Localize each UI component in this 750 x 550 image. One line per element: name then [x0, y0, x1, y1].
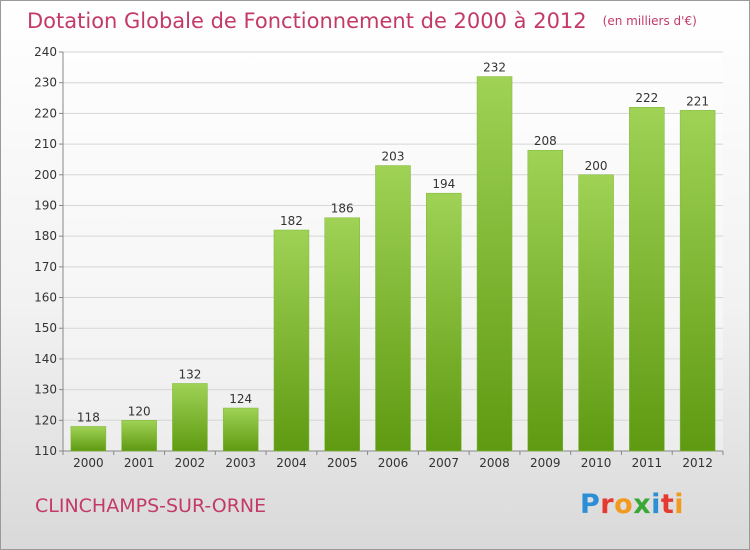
- x-tick-label: 2005: [327, 456, 358, 470]
- x-tick-label: 2010: [581, 456, 612, 470]
- commune-name: CLINCHAMPS-SUR-ORNE: [35, 495, 267, 517]
- y-tick-label: 120: [34, 413, 57, 427]
- y-tick-label: 220: [34, 106, 57, 120]
- y-tick-label: 140: [34, 352, 57, 366]
- title-text: Dotation Globale de Fonctionnement de 20…: [27, 9, 587, 33]
- logo-letter: i: [674, 489, 685, 520]
- y-tick-label: 240: [34, 45, 57, 59]
- x-tick-label: 2000: [73, 456, 104, 470]
- data-label: 186: [331, 202, 354, 216]
- x-tick-label: 2012: [682, 456, 713, 470]
- data-labels: 118 120 132 124 182 186 203 194 232 208 200 222 221: [77, 61, 709, 425]
- y-tick-label: 180: [34, 229, 57, 243]
- chart-subtitle: (en milliers d'€): [602, 14, 697, 28]
- chart-title: Dotation Globale de Fonctionnement de 20…: [27, 9, 697, 33]
- y-tick-label: 130: [34, 383, 57, 397]
- bars: [70, 76, 716, 452]
- x-tick-label: 2001: [124, 456, 155, 470]
- bar: [426, 192, 462, 452]
- bar: [324, 217, 360, 452]
- data-label: 203: [382, 150, 405, 164]
- bar: [476, 76, 513, 452]
- data-label: 200: [585, 159, 608, 173]
- x-tick-label: 2007: [428, 456, 459, 470]
- x-tick-label: 2003: [225, 456, 256, 470]
- x-tick-label: 2009: [530, 456, 561, 470]
- bar: [679, 110, 716, 452]
- logo-letter: P: [580, 489, 601, 520]
- data-label: 132: [178, 367, 201, 381]
- bar: [121, 420, 157, 452]
- proxiti-logo: Proxiti: [580, 489, 684, 520]
- data-label: 182: [280, 214, 303, 228]
- data-label: 120: [128, 404, 151, 418]
- logo-letter: r: [600, 489, 615, 520]
- data-label: 232: [483, 61, 506, 75]
- logo-letter: x: [633, 489, 652, 520]
- data-label: 118: [77, 410, 100, 424]
- data-label: 222: [635, 91, 658, 105]
- bar: [578, 174, 614, 452]
- y-tick-label: 200: [34, 168, 57, 182]
- bar: [375, 165, 411, 452]
- bar: [527, 149, 564, 452]
- logo-letter: o: [614, 489, 634, 520]
- x-tick-label: 2002: [175, 456, 206, 470]
- x-tick-label: 2004: [276, 456, 307, 470]
- bar: [70, 426, 107, 452]
- x-tick-label: 2006: [378, 456, 409, 470]
- logo-letter: i: [651, 489, 661, 520]
- data-label: 221: [686, 94, 709, 108]
- data-label: 124: [229, 392, 252, 406]
- bar: [629, 106, 665, 452]
- y-tick-label: 150: [34, 321, 57, 335]
- y-tick-label: 110: [34, 444, 57, 458]
- x-tick-label: 2011: [632, 456, 663, 470]
- bar: [222, 407, 259, 452]
- x-tick-label: 2008: [479, 456, 510, 470]
- bar: [172, 383, 208, 452]
- y-tick-label: 190: [34, 198, 57, 212]
- data-label: 208: [534, 134, 557, 148]
- y-tick-label: 210: [34, 137, 57, 151]
- y-tick-label: 170: [34, 260, 57, 274]
- bar: [273, 229, 310, 452]
- data-label: 194: [432, 177, 455, 191]
- y-tick-label: 160: [34, 291, 57, 305]
- y-tick-label: 230: [34, 76, 57, 90]
- logo-letter: t: [660, 489, 675, 520]
